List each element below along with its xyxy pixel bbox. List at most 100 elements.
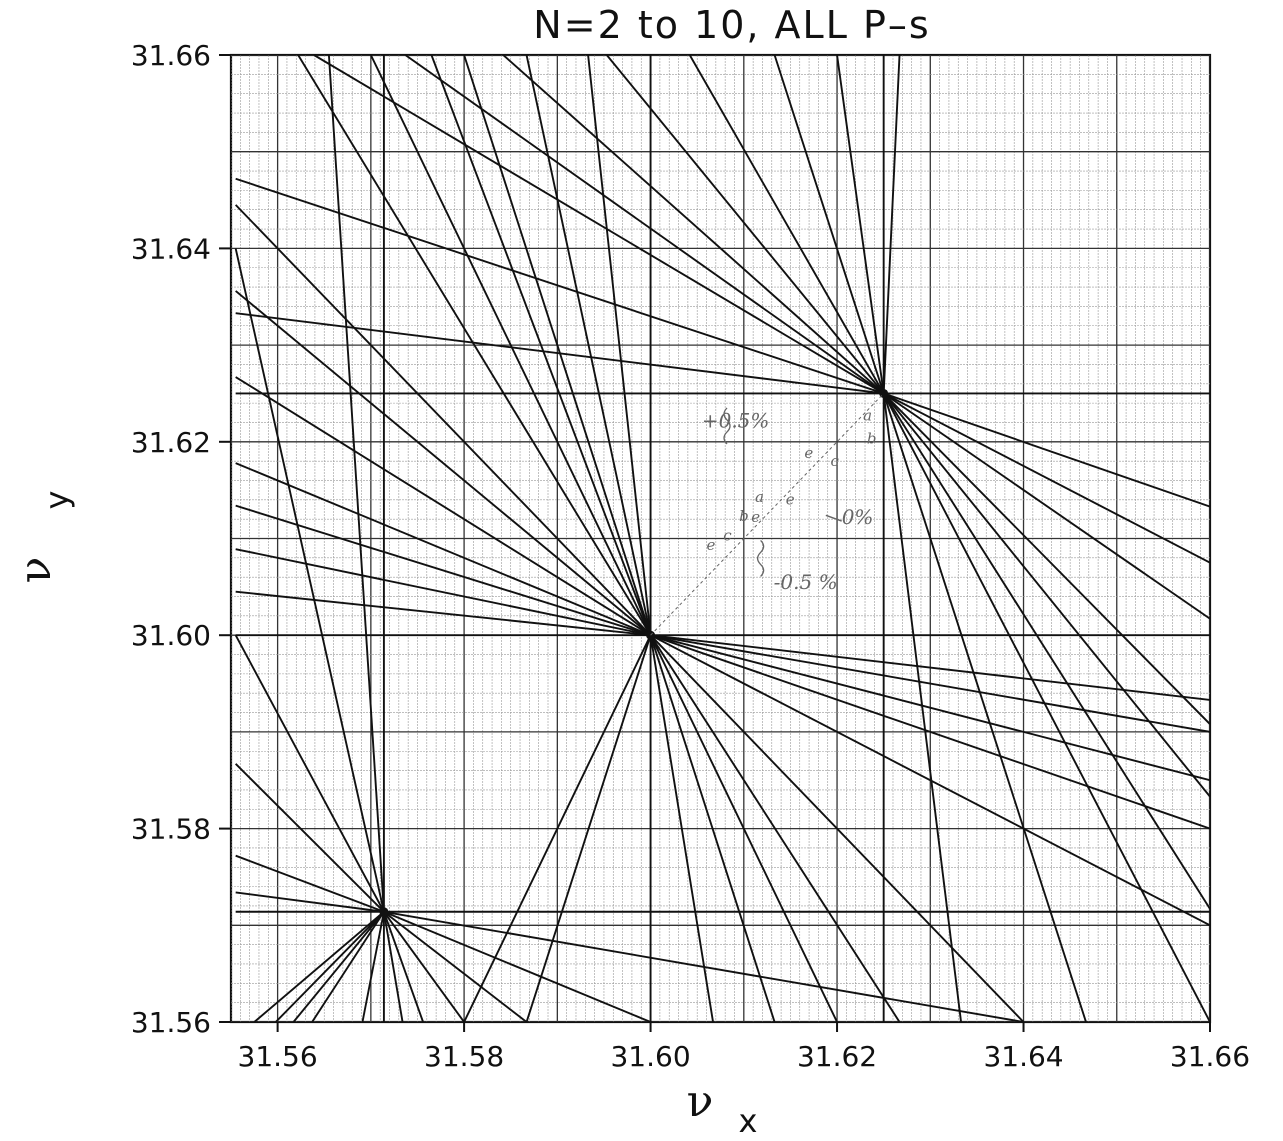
grid [231, 55, 1210, 1022]
resonance-line [382, 911, 404, 1022]
arrow-0pct [825, 514, 842, 522]
brace-minus [756, 539, 765, 577]
tune-diagonal [650, 393, 885, 636]
resonance-line [882, 393, 962, 1022]
y-tick-label: 31.60 [131, 619, 211, 652]
x-tick-label: 31.58 [424, 1040, 504, 1073]
resonance-line [313, 55, 885, 395]
resonance-line [234, 248, 385, 912]
resonance-line [883, 392, 1210, 564]
resonance-line [836, 55, 885, 394]
annotation-letter: c [723, 526, 732, 544]
resonance-line [463, 634, 652, 1022]
resonance-line [882, 393, 1210, 1022]
resonance-line [650, 634, 1210, 830]
resonance-line [525, 55, 652, 636]
resonance-line [587, 55, 652, 636]
resonance-line [882, 393, 1087, 1022]
annotation-letter: c [831, 452, 840, 470]
resonance-line [650, 634, 1210, 927]
annotation-text: +0.5% [702, 408, 770, 432]
resonance-line [235, 548, 651, 637]
y-tick-label: 31.66 [131, 39, 211, 72]
y-tick-label: 31.56 [131, 1006, 211, 1039]
annotation-letter: b [739, 507, 749, 525]
resonance-line [383, 911, 465, 1022]
resonance-line [882, 392, 1210, 798]
y-tick-label: 31.58 [131, 813, 211, 846]
resonance-line [649, 634, 838, 1022]
annotation-letter: e [786, 491, 795, 509]
resonance-line [235, 290, 652, 636]
resonance-line [882, 392, 1210, 910]
resonance-line [650, 634, 1210, 733]
resonance-line [882, 392, 1210, 725]
resonance-line [773, 55, 885, 394]
y-tick-label: 31.64 [131, 232, 211, 265]
x-axis-label: ν x [687, 1076, 758, 1140]
resonance-line [292, 911, 385, 1022]
resonance-line [311, 911, 385, 1022]
resonance-line [650, 634, 1210, 782]
y-tick-labels: 31.56 31.58 31.60 31.62 31.64 31.66 [131, 39, 231, 1039]
annotation-letter: e [804, 444, 813, 462]
resonance-line [883, 392, 1210, 508]
resonance-line [649, 635, 714, 1022]
annotation-letter: a [863, 407, 872, 425]
x-axis-subscript: x [739, 1102, 758, 1140]
resonance-line [404, 55, 885, 395]
y-axis-subscript: y [38, 491, 76, 510]
resonance-line [649, 634, 776, 1022]
resonance-node [379, 907, 389, 917]
resonance-line [234, 204, 652, 636]
resonance-line [525, 634, 652, 1022]
resonance-line [275, 911, 385, 1022]
resonance-line [235, 462, 651, 637]
annotation-letter: b [867, 430, 877, 448]
resonance-line [383, 911, 424, 1022]
x-tick-label: 31.56 [238, 1040, 318, 1073]
resonance-line [383, 910, 651, 1022]
x-tick-label: 31.64 [983, 1040, 1063, 1073]
annotation-letter: a [755, 488, 764, 506]
resonance-line [327, 55, 385, 912]
resonance-line [234, 763, 385, 913]
brace-plus [723, 407, 731, 445]
chart-title: N=2 to 10, ALL P–s [533, 3, 930, 47]
resonance-line [234, 634, 385, 913]
resonance-line [235, 312, 884, 395]
resonance-line [235, 854, 385, 913]
resonance-line [882, 55, 901, 394]
x-axis-symbol: ν [687, 1076, 714, 1127]
resonance-line [606, 55, 885, 395]
y-axis-label: ν y [10, 491, 76, 584]
resonance-line [883, 392, 1210, 620]
annotation-letter: e [707, 536, 716, 554]
x-tick-label: 31.60 [610, 1040, 690, 1073]
y-tick-label: 31.62 [131, 426, 211, 459]
resonance-line [297, 55, 652, 636]
resonance-line [253, 911, 385, 1022]
resonance-line [650, 634, 1210, 701]
resonance-line [430, 55, 652, 636]
resonance-line [235, 504, 651, 637]
resonance-line [361, 911, 385, 1022]
x-tick-label: 31.66 [1170, 1040, 1250, 1073]
annotation-letter: e [751, 508, 760, 526]
annotation-text: 0% [842, 505, 874, 529]
resonance-line [649, 634, 1025, 1022]
y-axis-symbol: ν [10, 557, 61, 584]
resonance-line [463, 55, 652, 636]
x-tick-labels: 31.56 31.58 31.60 31.62 31.64 31.66 [238, 1022, 1250, 1073]
diagonal-line [650, 393, 885, 636]
resonance-line [235, 177, 884, 395]
resonance-line [370, 55, 652, 636]
x-tick-label: 31.62 [797, 1040, 877, 1073]
resonance-lines [234, 55, 1210, 1022]
resonance-line [235, 590, 651, 637]
resonance-line [235, 891, 385, 913]
resonance-line [383, 911, 528, 1022]
resonance-line [649, 634, 901, 1022]
